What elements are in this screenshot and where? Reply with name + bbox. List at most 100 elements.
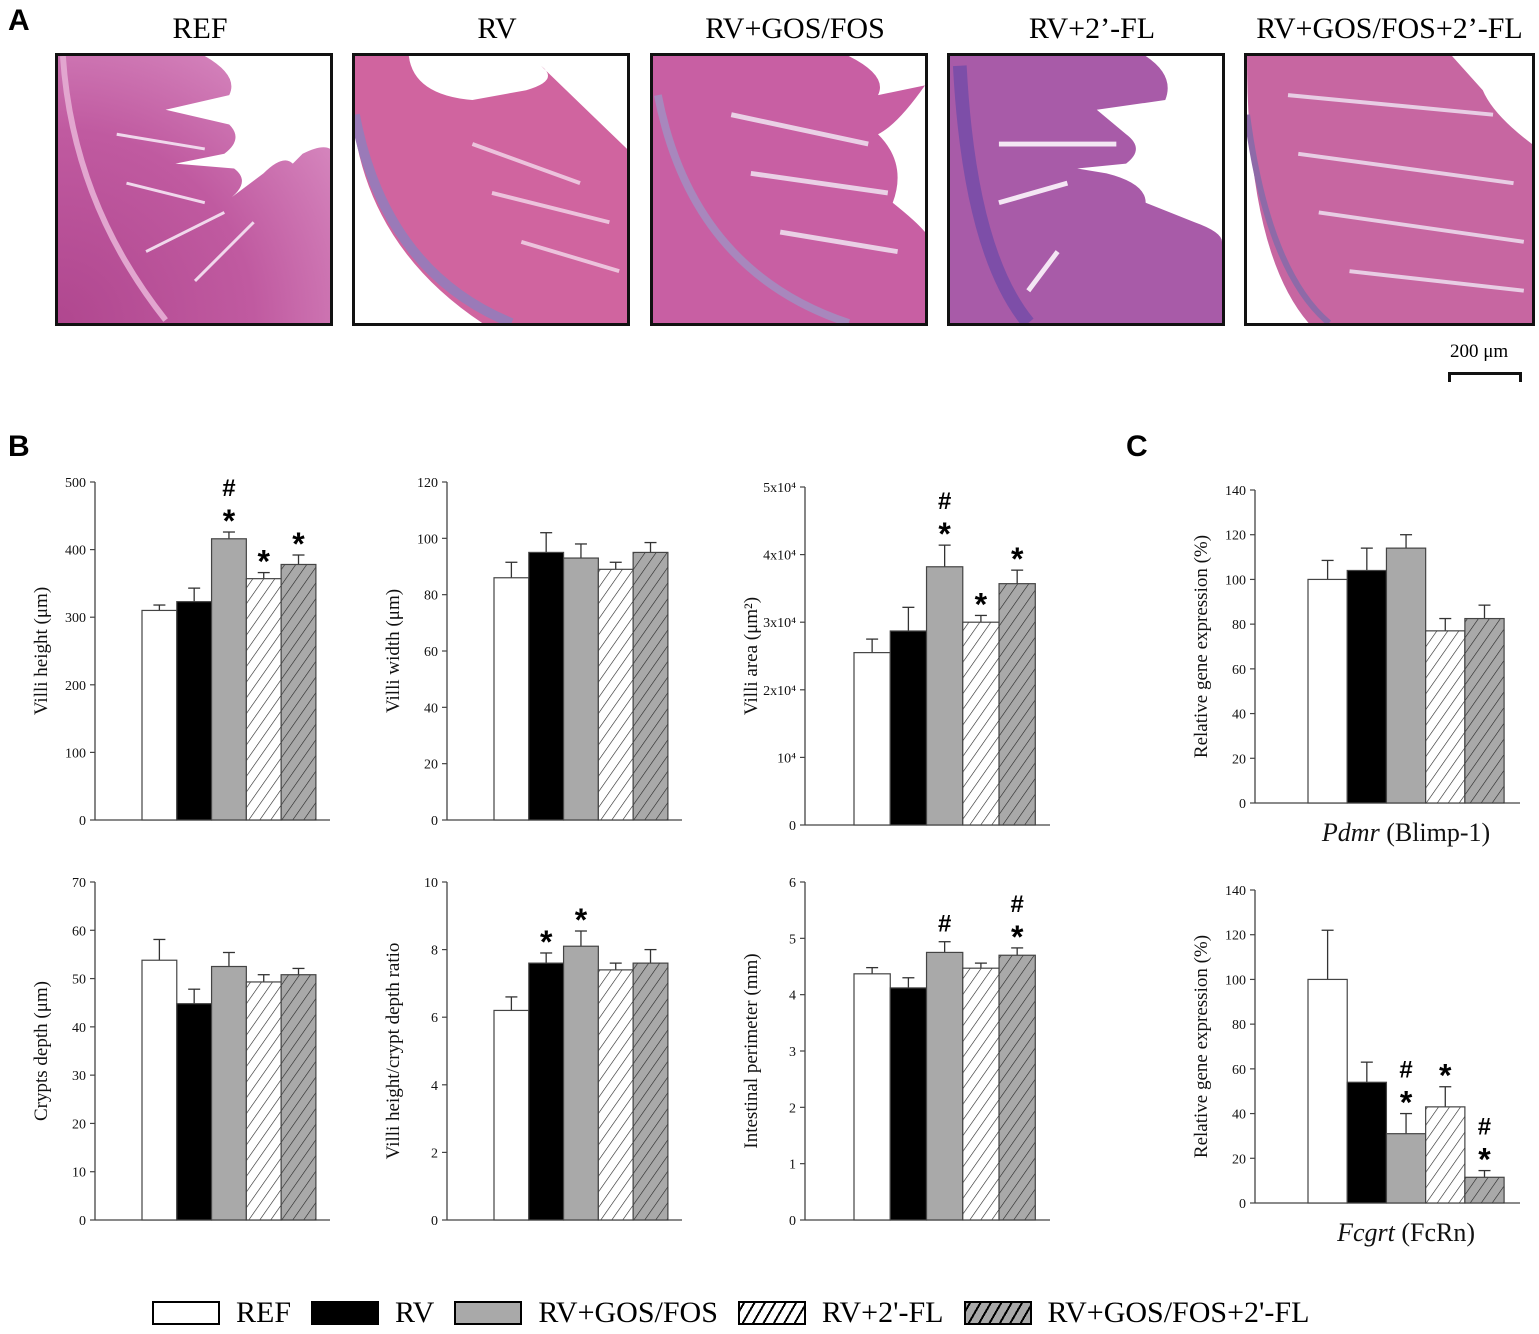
svg-text:0: 0 (789, 1214, 796, 1229)
chart-villi-crypt-ratio: 0 2 4 6 8 10 Villi height/crypt depth ratio * * (362, 870, 692, 1230)
svg-text:40: 40 (72, 1021, 86, 1036)
svg-text:0: 0 (1239, 797, 1246, 812)
svg-text:120: 120 (1225, 929, 1246, 944)
svg-text:5: 5 (789, 932, 796, 947)
svg-text:80: 80 (1232, 1018, 1246, 1033)
svg-text:100: 100 (1225, 973, 1246, 988)
legend-swatch-rv-gos-fos (454, 1301, 523, 1325)
legend-swatch-ref (152, 1301, 220, 1325)
svg-text:5x10⁴: 5x10⁴ (763, 481, 796, 496)
svg-text:400: 400 (65, 544, 86, 559)
svg-text:6: 6 (431, 1011, 438, 1026)
svg-text:3x10⁴: 3x10⁴ (763, 616, 796, 631)
svg-text:Relative gene expression (%): Relative gene expression (%) (1191, 535, 1212, 758)
svg-text:50: 50 (72, 973, 86, 988)
svg-text:120: 120 (417, 476, 438, 491)
svg-text:*: * (1011, 541, 1024, 577)
svg-text:20: 20 (72, 1117, 86, 1132)
svg-text:4: 4 (431, 1079, 438, 1094)
legend-item-rv-2fl: RV+2'-FL (737, 1296, 944, 1330)
scale-bar (1448, 372, 1522, 382)
svg-text:0: 0 (79, 1214, 86, 1229)
scale-bar-label: 200 μm (1450, 341, 1509, 362)
svg-text:Relative gene expression (%): Relative gene expression (%) (1191, 935, 1212, 1158)
svg-text:20: 20 (1232, 752, 1246, 767)
svg-text:40: 40 (1232, 708, 1246, 723)
svg-text:*: * (1011, 919, 1024, 955)
legend-swatch-rv-gos-fos-2fl (963, 1301, 1032, 1325)
svg-text:10: 10 (72, 1166, 86, 1181)
svg-text:80: 80 (424, 589, 438, 604)
chart-villi-height: 0 100 200 300 400 500 Villi height (μm) * # * * (10, 470, 340, 830)
svg-text:Villi width (μm): Villi width (μm) (383, 589, 404, 713)
svg-text:#: # (222, 475, 235, 502)
panel-letter-c: C (1126, 430, 1148, 463)
svg-text:#: # (938, 488, 951, 515)
svg-text:500: 500 (65, 476, 86, 491)
svg-text:140: 140 (1225, 884, 1246, 899)
svg-text:Pdmr (Blimp-1): Pdmr (Blimp-1) (1321, 818, 1490, 847)
svg-text:#: # (1399, 1057, 1412, 1084)
svg-text:20: 20 (424, 758, 438, 773)
svg-text:2: 2 (789, 1101, 796, 1116)
svg-text:#: # (1010, 891, 1023, 918)
micrograph-rv-2fl (947, 53, 1225, 326)
svg-text:100: 100 (65, 746, 86, 761)
svg-text:Villi height (μm): Villi height (μm) (31, 587, 52, 715)
svg-text:140: 140 (1225, 484, 1246, 499)
svg-text:300: 300 (65, 611, 86, 626)
micrograph-title-rv-gos-fos-2fl: RV+GOS/FOS+2’-FL (1256, 12, 1523, 45)
svg-text:0: 0 (431, 814, 438, 829)
svg-text:Villi area (μm²): Villi area (μm²) (741, 597, 762, 715)
svg-text:8: 8 (431, 944, 438, 959)
svg-text:3: 3 (789, 1045, 796, 1060)
legend-item-rv-gos-fos-2fl: RV+GOS/FOS+2'-FL (963, 1296, 1310, 1330)
legend-label: RV+GOS/FOS (538, 1296, 718, 1329)
legend-swatch-rv (311, 1301, 380, 1325)
micrograph-title-rv-gos-fos: RV+GOS/FOS (705, 12, 885, 45)
legend-label: RV+GOS/FOS+2'-FL (1047, 1296, 1310, 1329)
svg-text:Fcgrt (FcRn): Fcgrt (FcRn) (1336, 1218, 1475, 1247)
micrograph-title-rv: RV (477, 12, 517, 45)
legend-item-ref: REF (152, 1296, 291, 1330)
panel-letter-a: A (8, 4, 30, 37)
chart-intestinal-perimeter: 0 1 2 3 4 5 6 Intestinal perimeter (mm) # * # (720, 870, 1060, 1230)
svg-text:*: * (258, 544, 271, 580)
legend-label: RV+2'-FL (821, 1296, 944, 1329)
svg-text:0: 0 (431, 1214, 438, 1229)
svg-text:60: 60 (72, 924, 86, 939)
chart-crypts-depth: 0 10 20 30 40 50 60 70 Crypts depth (μm) (10, 870, 340, 1230)
svg-text:*: * (938, 516, 951, 552)
svg-text:*: * (575, 902, 588, 938)
svg-text:1: 1 (789, 1158, 796, 1173)
micrograph-rv-gos-fos-2fl (1244, 53, 1535, 326)
svg-text:30: 30 (72, 1069, 86, 1084)
svg-text:Crypts depth (μm): Crypts depth (μm) (31, 981, 52, 1121)
svg-text:*: * (223, 503, 236, 539)
svg-text:*: * (975, 586, 988, 622)
svg-text:0: 0 (789, 819, 796, 834)
chart-pdmr-expression: 0 20 40 60 80 100 120 140 Relative gene expressi… (1170, 478, 1530, 868)
svg-text:0: 0 (1239, 1197, 1246, 1212)
svg-text:10: 10 (424, 876, 438, 891)
svg-text:*: * (1478, 1142, 1491, 1178)
svg-text:60: 60 (1232, 663, 1246, 678)
svg-text:4: 4 (789, 989, 796, 1004)
svg-text:#: # (938, 911, 951, 938)
svg-text:80: 80 (1232, 618, 1246, 633)
svg-text:10⁴: 10⁴ (777, 751, 796, 766)
svg-text:Intestinal perimeter (mm): Intestinal perimeter (mm) (741, 953, 762, 1148)
panel-letter-b: B (8, 430, 30, 463)
svg-text:*: * (1400, 1085, 1413, 1121)
svg-text:100: 100 (417, 532, 438, 547)
svg-text:40: 40 (424, 701, 438, 716)
micrograph-title-rv-2fl: RV+2’-FL (1028, 12, 1156, 45)
svg-text:100: 100 (1225, 573, 1246, 588)
svg-text:6: 6 (789, 876, 796, 891)
svg-text:120: 120 (1225, 529, 1246, 544)
svg-text:20: 20 (1232, 1152, 1246, 1167)
svg-text:200: 200 (65, 679, 86, 694)
svg-text:0: 0 (79, 814, 86, 829)
svg-text:Villi height/crypt depth ratio: Villi height/crypt depth ratio (383, 943, 404, 1160)
legend-label: RV (395, 1296, 435, 1329)
